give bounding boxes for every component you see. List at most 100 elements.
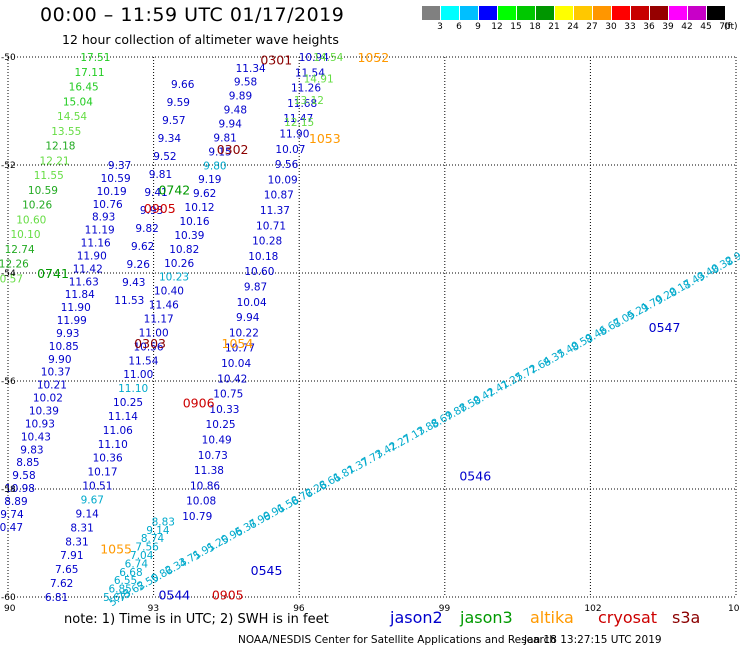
page-subtitle: 12 hour collection of altimeter wave hei… [62,32,339,47]
wave-height-value: 7.65 [55,564,78,576]
pass-time-label: 0546 [459,469,491,484]
lat-tick-label: -56 [1,377,16,387]
wave-height-value: 11.54 [295,67,325,79]
wave-height-value: 10.33 [209,404,239,416]
wave-height-value: 11.42 [73,263,103,275]
lat-tick-label: -58 [1,485,16,495]
wave-height-value: 11.34 [236,63,266,75]
lon-tick-label: 93 [148,604,159,614]
wave-height-value: 9.37 [108,160,131,172]
wave-height-value: 10.18 [248,251,278,263]
wave-height-value: 9.90 [48,354,71,366]
lat-tick-label: -52 [1,161,16,171]
wave-height-value: 16.45 [69,82,99,94]
wave-height-value: 9.67 [81,495,104,507]
scale-swatch [650,6,668,20]
wave-height-value: 9.15 [208,146,231,158]
pass-time-label: 0302 [217,142,249,157]
pass-time-label: 1054 [222,336,254,351]
wave-height-value: 10.02 [33,393,63,405]
wave-height-value: 11.10 [118,383,148,395]
pass-time-labels: 1052 0301 1053 0302 0742 0905 0741 0303 1054 0906… [37,50,680,602]
wave-height-value: 11.16 [81,238,111,250]
wave-height-value: 11.99 [57,315,87,327]
wave-height-value: 11.63 [69,276,99,288]
wave-height-value: 11.47 [283,113,313,125]
wave-height-value: 9.87 [244,282,267,294]
lon-tick-label: 96 [293,604,305,614]
wave-height-value: 10.21 [37,380,67,392]
wave-height-value: 11.90 [77,250,107,262]
scale-swatch [441,6,459,20]
legend-altika: altika [530,608,574,627]
wave-height-value: 9.56 [275,159,299,171]
wave-height-value: 9.62 [131,241,154,253]
wave-height-value: 8.89 [4,496,27,508]
wave-height-value: 14.54 [57,111,87,123]
wave-height-value: 10.51 [82,481,112,493]
footnote: note: 1) Time is in UTC; 2) SWH is in fe… [64,612,329,627]
generation-timestamp: Jan 18 13:27:15 UTC 2019 [524,634,662,646]
wave-height-value: 10.93 [25,418,55,430]
scale-label: 45 [700,22,712,32]
wave-height-value: 9.83 [20,444,43,456]
wave-height-value: 10.16 [179,216,209,228]
wave-height-value: 9.94 [236,312,260,324]
credit-line: NOAA/NESDIS Center for Satellite Applica… [238,634,556,646]
wave-height-value: 6.74 [125,558,149,570]
scale-label: 33 [624,22,636,32]
wave-height-value: 9.94 [219,119,243,131]
pass-time-label: 1053 [309,131,341,146]
wave-height-value: 11.00 [123,369,153,381]
wave-height-value: 11.53 [114,295,144,307]
wave-height-value: 10.09 [268,174,298,186]
wave-height-value: 10.56 [133,341,163,353]
wave-height-value: 10.39 [174,230,204,242]
wave-height-value: 10.07 [275,144,305,156]
wave-height-value: 9.93 [56,328,79,340]
wave-height-value: 9.19 [198,174,221,186]
scale-swatch [517,6,535,20]
scale-label: 42 [681,22,693,32]
scale-label: 24 [567,22,579,32]
wave-height-value: 10.08 [186,496,216,508]
wave-height-value: 10.40 [154,286,184,298]
wave-height-value: 11.90 [279,129,309,141]
scale-swatch [707,6,725,20]
scale-swatch [555,6,573,20]
wave-height-value: 10.73 [198,450,228,462]
wave-height-value: 10.26 [22,200,52,212]
wave-height-value: 12.21 [40,155,70,167]
wave-height-value: 10.04 [237,297,267,309]
wave-height-value: 12.18 [45,141,75,153]
pass-time-label: 0547 [649,320,681,335]
scale-swatch [612,6,630,20]
wave-height-value: 9.80 [203,160,226,172]
scale-label: 21 [548,22,560,32]
wave-height-value: 10.12 [185,202,215,214]
axis-tick-labels: 90 93 96 99 102 105 -50 -52 -54 -56 -58 -60 [1,53,740,614]
wave-height-value: 11.14 [108,411,138,423]
pass-time-label: 1055 [100,541,132,556]
pass-time-label: 0905 [144,201,176,216]
lon-tick-label: 102 [584,604,601,614]
wave-height-value: 10.71 [256,220,286,232]
wave-height-value: 10.42 [217,373,247,385]
wave-height-value: 10.25 [206,419,236,431]
lat-tick-label: -50 [1,53,16,63]
wave-height-value: 10.10 [10,229,40,241]
wave-height-value: 9.59 [167,97,190,109]
wave-height-value: 11.00 [139,327,169,339]
scale-label: 70 [719,22,731,32]
wave-height-value: 9.81 [149,169,172,181]
wave-height-value: 9.62 [193,188,216,200]
wave-height-value: 11.84 [65,289,95,301]
wave-height-value: 10.76 [93,199,123,211]
pass-time-label: 0544 [158,587,190,602]
wave-height-value: 10.49 [202,435,232,447]
pass-time-label: 0303 [134,336,166,351]
lon-tick-label: 105 [728,604,740,614]
page-title: 00:00 – 11:59 UTC 01/17/2019 [40,4,345,26]
wave-height-value: 6.85 [108,584,131,596]
wave-height-value: 8.85 [16,457,39,469]
